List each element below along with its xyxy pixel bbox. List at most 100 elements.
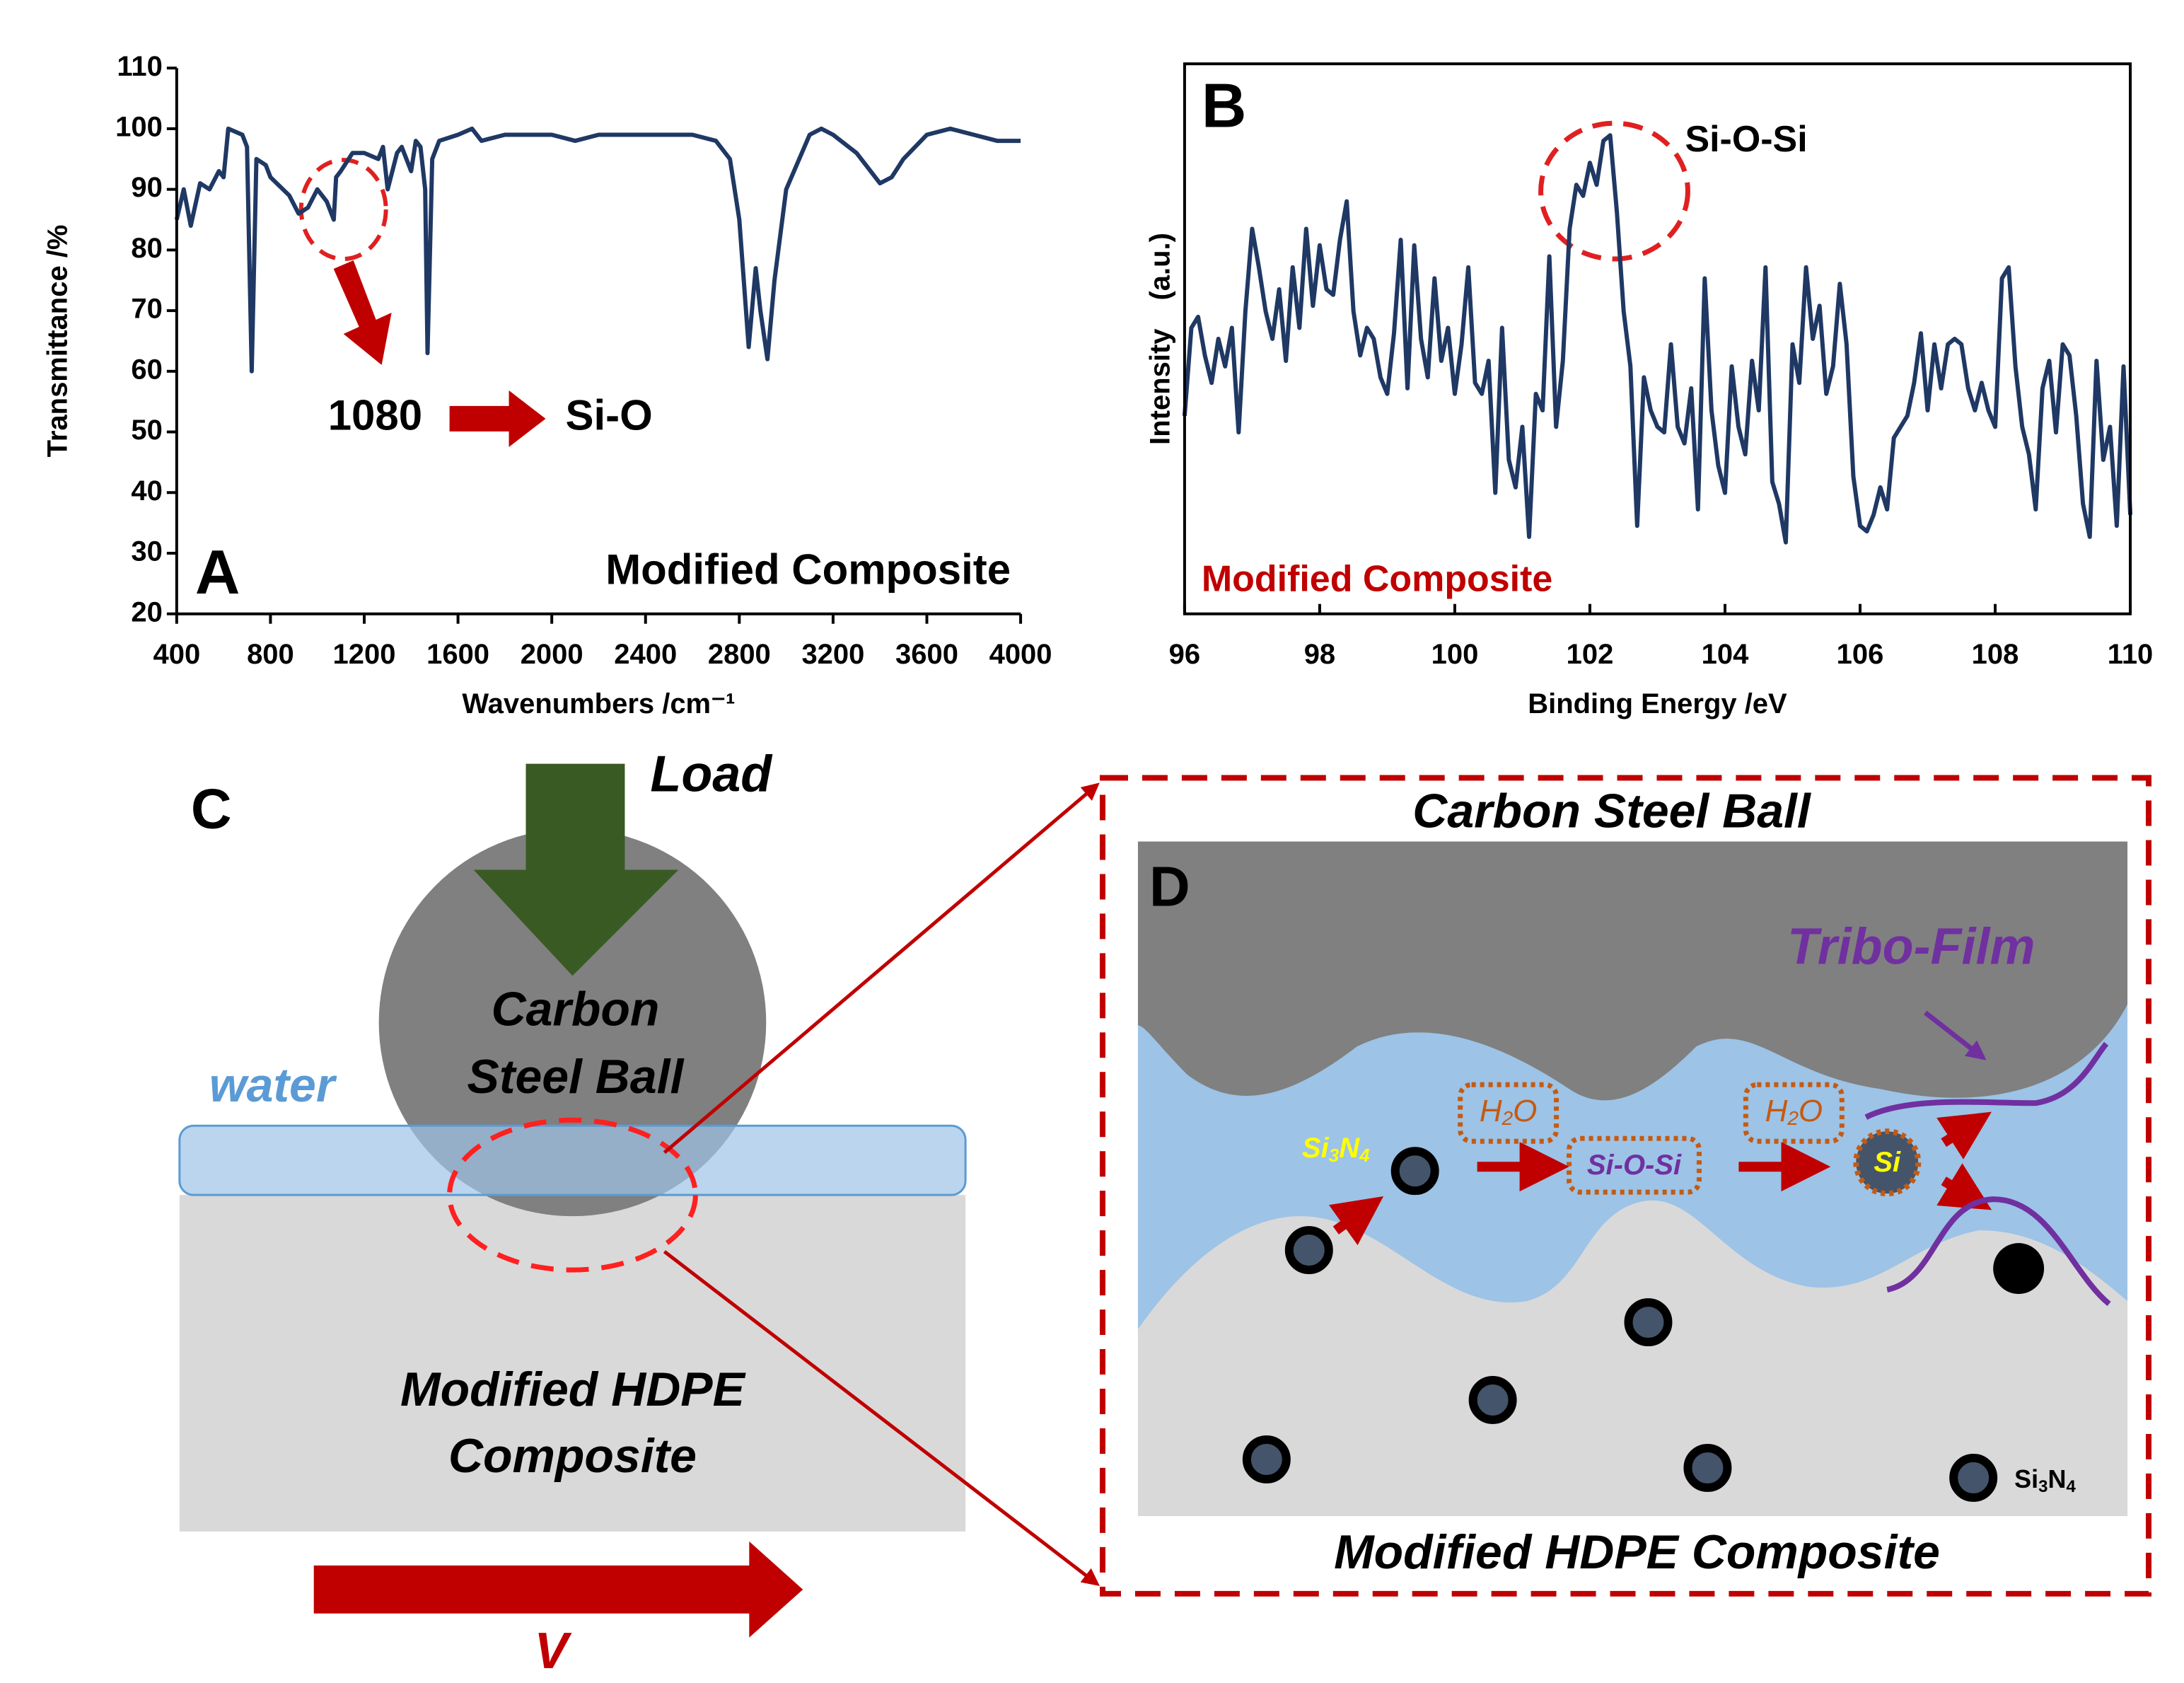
annotation: Si-O [565, 392, 652, 439]
steel-surface [1137, 841, 2128, 1101]
text: O [1799, 1094, 1823, 1128]
x-tick-label: 96 [1169, 639, 1200, 670]
subscript: 2 [1502, 1108, 1514, 1130]
composite-block [179, 1195, 966, 1532]
data-line [1182, 133, 2133, 545]
particle [1284, 1226, 1333, 1275]
y-tick-label: 50 [131, 415, 162, 446]
panel-label: A [195, 537, 240, 607]
x-tick-label: 3600 [895, 639, 958, 670]
text: H [1480, 1094, 1502, 1128]
text: N [2047, 1464, 2066, 1493]
label: Modified HDPE Composite [1334, 1525, 1940, 1579]
annotation: 1080 [328, 392, 422, 439]
x-tick-label: 800 [247, 639, 294, 670]
x-tick-label: 108 [1972, 639, 2019, 670]
zoom-line [663, 1250, 1100, 1586]
x-tick-label: 4000 [989, 639, 1052, 670]
x-tick-label: 2400 [614, 639, 677, 670]
subscript: 2 [1787, 1108, 1799, 1130]
y-axis-label: Transmittance /% [42, 225, 74, 458]
zoom-frame [1099, 775, 2152, 1597]
highlight-ellipse [298, 158, 388, 262]
x-tick-label: 100 [1431, 639, 1479, 670]
panel-label: C [191, 777, 232, 840]
panel-d: Carbon Steel Ball D Tribo-Film Si3N4 H2O… [1099, 775, 2152, 1597]
y-tick-label: 20 [131, 596, 162, 627]
particle [1390, 1147, 1439, 1196]
arrow [1924, 1010, 1987, 1060]
arrow [1936, 1111, 1992, 1159]
label: H2O [1765, 1094, 1823, 1130]
chart-label: Modified Composite [1202, 558, 1552, 599]
zoom-line [663, 782, 1100, 1155]
x-tick-label: 98 [1304, 639, 1335, 670]
x-tick-label: 1200 [333, 639, 396, 670]
composite-surface [1137, 1200, 2128, 1516]
panel-label: B [1202, 70, 1247, 140]
x-tick-label: 3200 [801, 639, 864, 670]
label: Si3N4 [1302, 1133, 1370, 1166]
y-axis-label: Intensity (a.u.) [1144, 233, 1175, 445]
tribo-film [1886, 1196, 2111, 1307]
label: Tribo-Film [1787, 918, 2035, 975]
label: H2O [1480, 1094, 1538, 1130]
x-axis-label: Wavenumbers /cm⁻¹ [462, 688, 735, 719]
label: Carbon Steel Ball [1412, 784, 1812, 838]
subscript: 3 [1329, 1145, 1340, 1166]
steel-ball [378, 828, 767, 1217]
x-tick-label: 106 [1837, 639, 1884, 670]
water-layer [178, 1124, 967, 1196]
text: O [1513, 1094, 1537, 1128]
y-tick-label: 60 [131, 354, 162, 385]
y-tick-label: 110 [117, 51, 162, 82]
subscript: 4 [1359, 1145, 1369, 1166]
label: Composite [448, 1429, 697, 1483]
particle [1683, 1443, 1732, 1492]
label: Si [1874, 1147, 1901, 1178]
siosi-box [1567, 1135, 1702, 1195]
label: Si-O-Si [1587, 1150, 1682, 1181]
si-particle [1853, 1128, 1922, 1197]
label: V [535, 1623, 572, 1679]
label: Carbon [492, 982, 660, 1036]
contact-ellipse [447, 1117, 698, 1273]
highlight-ellipse [1538, 120, 1690, 262]
x-tick-label: 104 [1702, 639, 1749, 670]
subscript: 4 [2066, 1477, 2076, 1496]
arrow [449, 390, 546, 447]
y-tick-label: 90 [131, 172, 162, 203]
label: water [209, 1058, 337, 1112]
plot-frame [1183, 62, 2132, 615]
particle [1624, 1298, 1673, 1347]
x-tick-label: 2800 [708, 639, 771, 670]
y-tick-label: 80 [131, 233, 162, 264]
label: Modified HDPE [400, 1363, 746, 1416]
arrow [1328, 1196, 1384, 1246]
panel-label: D [1149, 855, 1190, 918]
label: Steel Ball [467, 1050, 685, 1104]
tribo-film [1864, 1041, 2109, 1120]
text: H [1765, 1094, 1788, 1128]
y-tick-label: 100 [115, 111, 163, 142]
y-tick-label: 30 [131, 536, 162, 567]
arrow [333, 260, 392, 365]
subscript: 3 [2038, 1477, 2047, 1496]
data-line [174, 126, 1021, 374]
text: N [1339, 1133, 1360, 1164]
x-tick-label: 110 [2108, 639, 2153, 670]
load-arrow [473, 763, 679, 976]
boxes [1458, 1082, 1845, 1195]
y-tick-label: 70 [131, 294, 162, 325]
h2o-box [1458, 1082, 1559, 1144]
text: Si [1302, 1133, 1330, 1164]
panel-c: C Load Carbon Steel Ball water Modified … [178, 746, 1100, 1679]
text: Si [2014, 1464, 2038, 1493]
x-tick-label: 400 [153, 639, 200, 670]
annotation: Si-O-Si [1685, 119, 1807, 160]
particle [1949, 1453, 1998, 1502]
x-tick-label: 1600 [426, 639, 489, 670]
h2o-box [1743, 1082, 1845, 1144]
particle [1242, 1435, 1291, 1484]
